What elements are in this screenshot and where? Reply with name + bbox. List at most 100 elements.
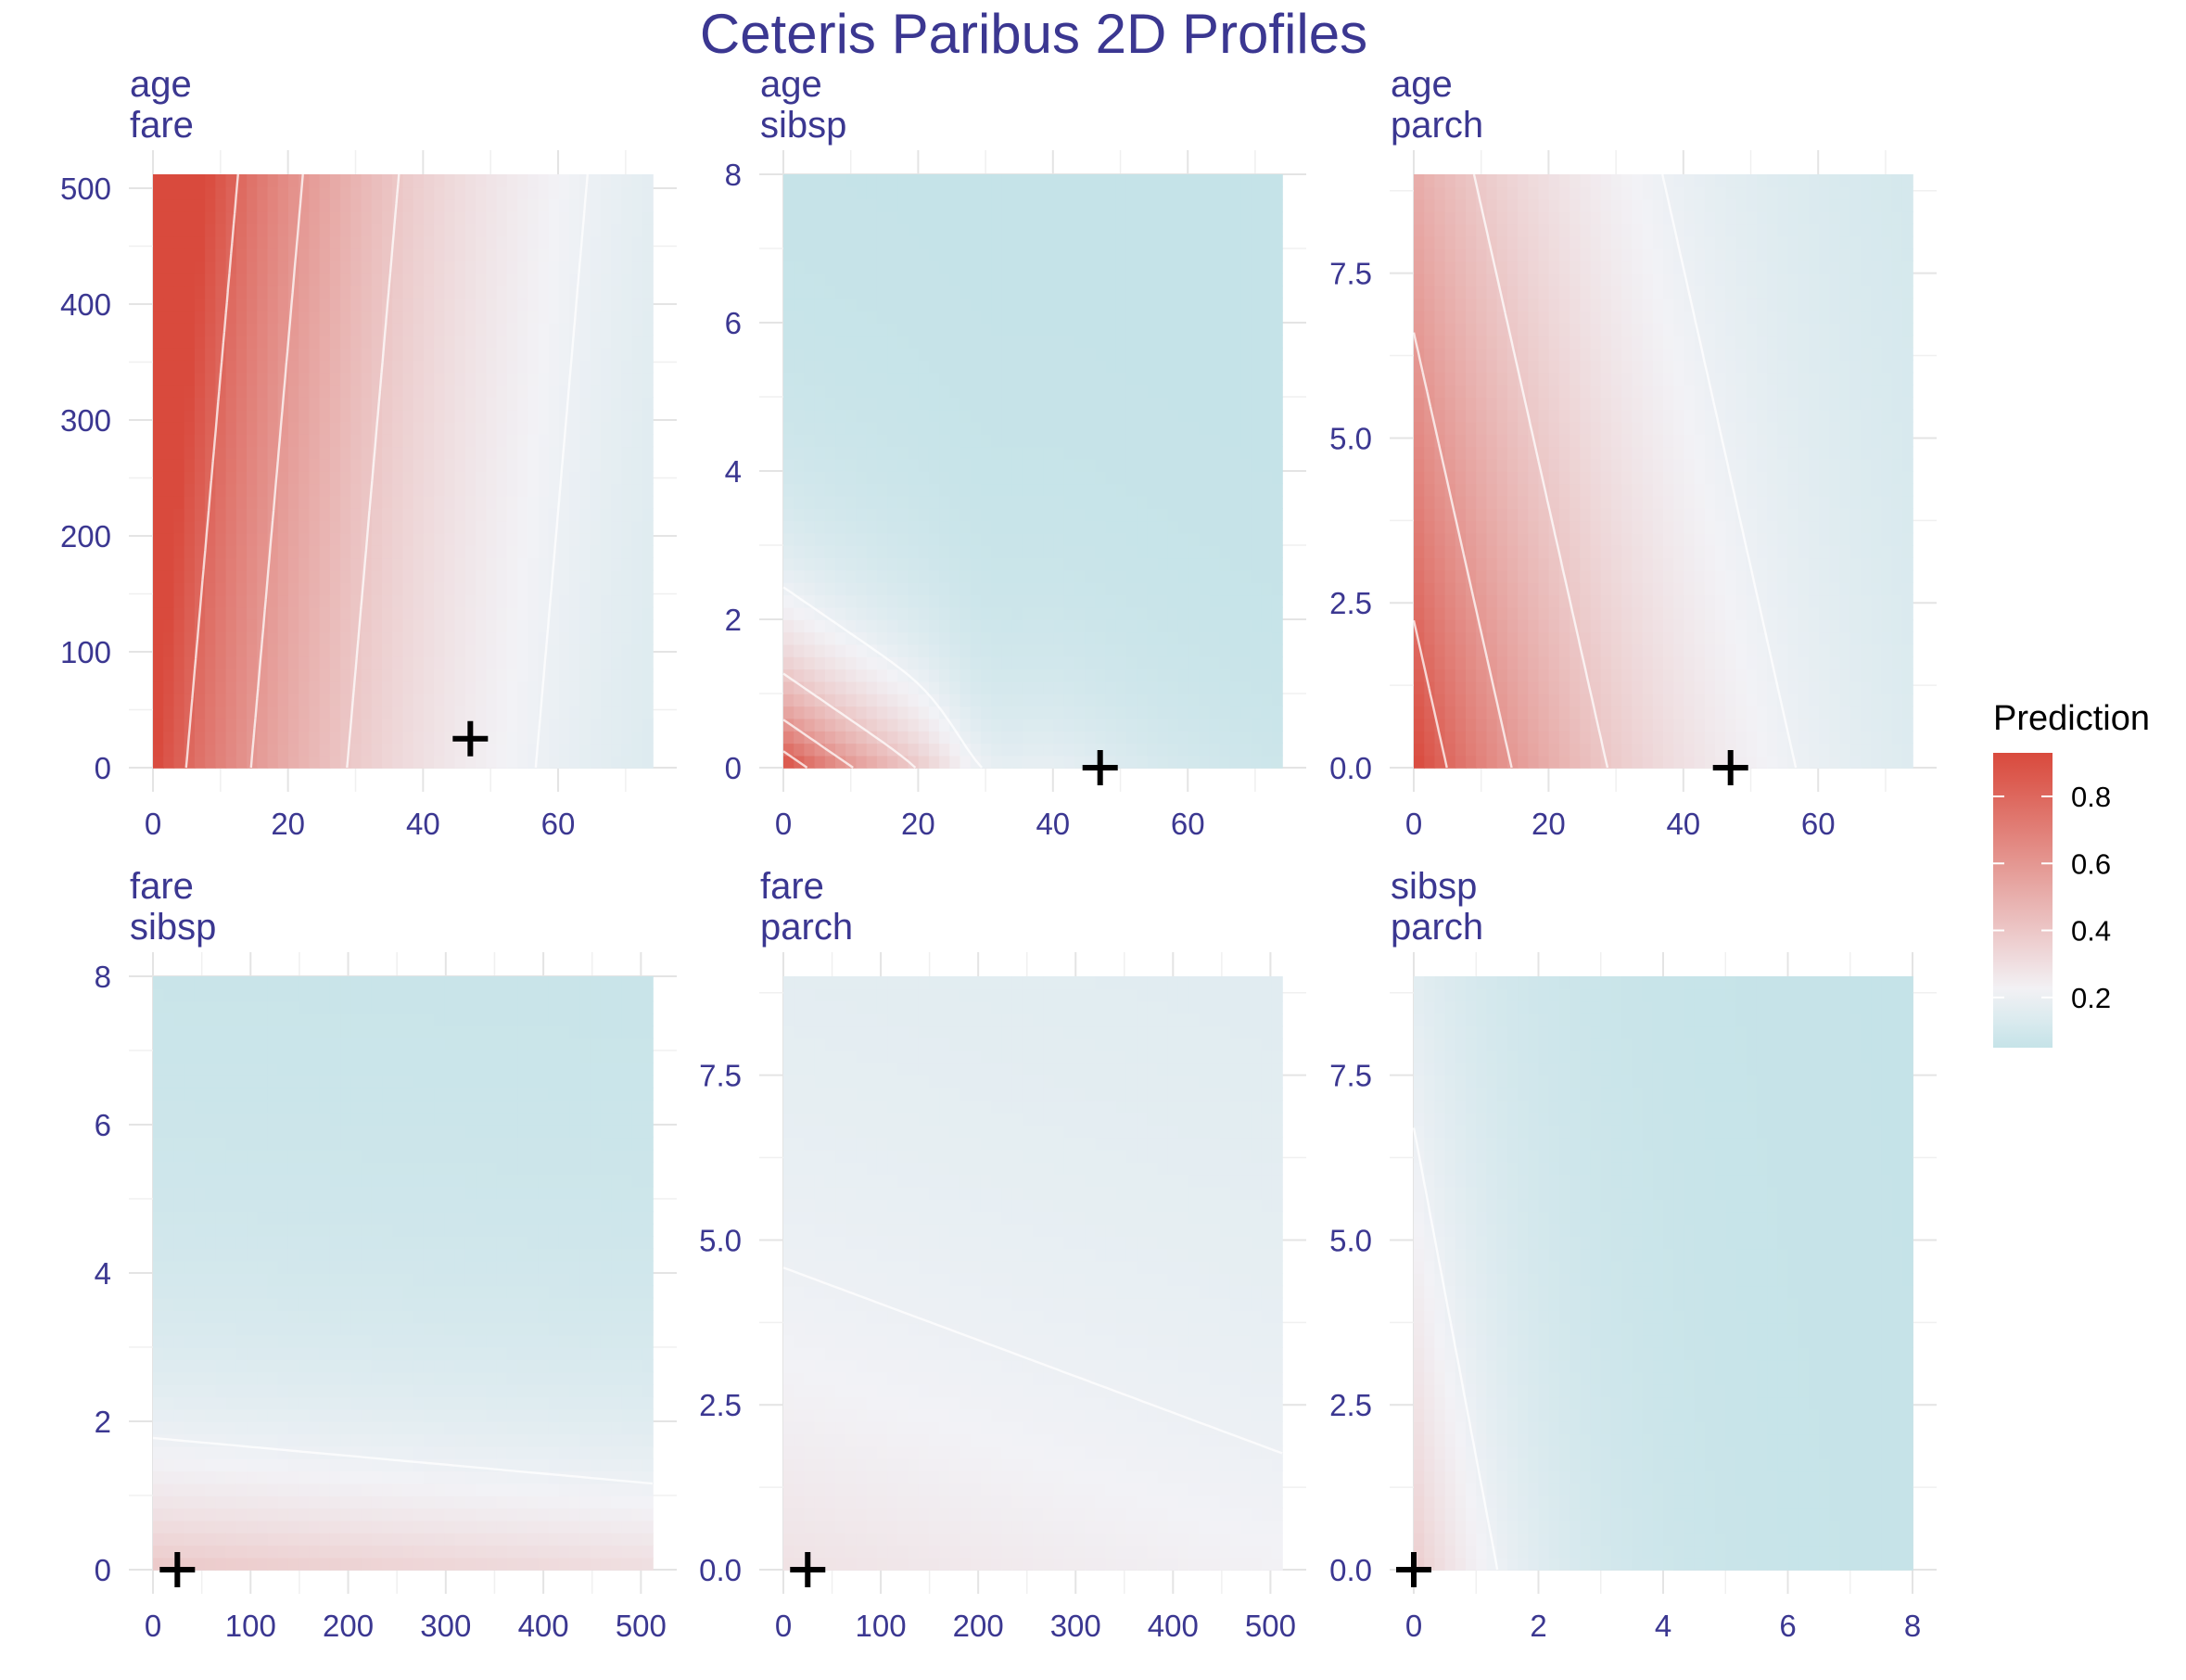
heatmap-cell xyxy=(590,594,602,608)
heatmap-cell xyxy=(845,446,858,460)
heatmap-cell xyxy=(527,248,540,262)
heatmap-cell xyxy=(949,471,961,485)
heatmap-cell xyxy=(814,273,826,286)
heatmap-cell xyxy=(970,186,982,200)
heatmap-cell xyxy=(464,582,477,596)
heatmap-cell xyxy=(1444,211,1456,225)
heatmap-cell xyxy=(184,495,196,509)
heatmap-cell xyxy=(1434,520,1446,534)
heatmap-cell xyxy=(413,619,425,633)
heatmap-cell xyxy=(235,235,248,249)
heatmap-cell xyxy=(225,606,237,620)
heatmap-cell xyxy=(1271,434,1283,448)
heatmap-cell xyxy=(434,286,446,299)
heatmap-cell xyxy=(928,643,940,657)
heatmap-cell xyxy=(918,409,930,423)
heatmap-cell xyxy=(1240,532,1252,546)
heatmap-cell xyxy=(277,569,289,583)
heatmap-cell xyxy=(444,668,456,682)
heatmap-cell xyxy=(1053,198,1065,212)
heatmap-cell xyxy=(184,372,196,386)
heatmap-cell xyxy=(621,508,633,522)
heatmap-cell xyxy=(309,619,321,633)
heatmap-cell xyxy=(205,310,217,324)
heatmap-cell xyxy=(350,211,362,225)
heatmap-cell xyxy=(277,731,289,745)
heatmap-cell xyxy=(1271,606,1283,620)
heatmap-cell xyxy=(1095,643,1107,657)
heatmap-cell xyxy=(835,360,847,374)
heatmap-cell xyxy=(1115,681,1127,694)
heatmap-cell xyxy=(814,372,826,386)
heatmap-cell xyxy=(939,286,951,299)
heatmap-cell xyxy=(1053,298,1065,312)
heatmap-cell xyxy=(194,495,206,509)
heatmap-cell xyxy=(215,273,227,286)
heatmap-cell xyxy=(600,619,612,633)
heatmap-cell xyxy=(434,594,446,608)
heatmap-cell xyxy=(1125,545,1137,559)
heatmap-cell xyxy=(548,458,560,472)
heatmap-cell xyxy=(866,372,878,386)
heatmap-cell xyxy=(1105,545,1117,559)
heatmap-cell xyxy=(1095,248,1107,262)
heatmap-cell xyxy=(918,569,930,583)
heatmap-cell xyxy=(621,668,633,682)
heatmap-cell xyxy=(1001,223,1013,237)
heatmap-cell xyxy=(319,471,331,485)
heatmap-cell xyxy=(876,310,888,324)
heatmap-cell xyxy=(579,545,591,559)
heatmap-cell xyxy=(1167,310,1179,324)
heatmap-cell xyxy=(824,569,836,583)
heatmap-cell xyxy=(814,569,826,583)
heatmap-cell xyxy=(486,619,498,633)
heatmap-cell xyxy=(382,174,394,188)
heatmap-cell xyxy=(1188,471,1201,485)
heatmap-cell xyxy=(918,532,930,546)
heatmap-cell xyxy=(631,569,643,583)
heatmap-cell xyxy=(527,186,540,200)
heatmap-cell xyxy=(319,458,331,472)
heatmap-cell xyxy=(1229,347,1241,361)
heatmap-cell xyxy=(309,198,321,212)
heatmap-cell xyxy=(980,631,992,645)
heatmap-cell xyxy=(205,582,217,596)
heatmap-cell xyxy=(1022,458,1034,472)
heatmap-cell xyxy=(184,384,196,398)
heatmap-cell xyxy=(928,409,940,423)
heatmap-cell xyxy=(382,273,394,286)
heatmap-cell xyxy=(1074,446,1086,460)
heatmap-cell xyxy=(1251,261,1263,274)
heatmap-cell xyxy=(1229,520,1241,534)
heatmap-cell xyxy=(866,495,878,509)
heatmap-cell xyxy=(845,335,858,349)
heatmap-cell xyxy=(856,520,868,534)
heatmap-cell xyxy=(392,656,404,670)
heatmap-cell xyxy=(1115,335,1127,349)
heatmap-cell xyxy=(173,718,185,732)
heatmap-cell xyxy=(205,273,217,286)
heatmap-cell xyxy=(267,372,279,386)
heatmap-cell xyxy=(621,458,633,472)
heatmap-cell xyxy=(1053,643,1065,657)
heatmap-cell xyxy=(454,186,466,200)
heatmap-cell xyxy=(824,631,836,645)
heatmap-cell xyxy=(621,495,633,509)
heatmap-cell xyxy=(1125,335,1137,349)
heatmap-cell xyxy=(454,273,466,286)
heatmap-cell xyxy=(1053,235,1065,249)
heatmap-cell xyxy=(845,409,858,423)
heatmap-cell xyxy=(527,434,540,448)
heatmap-cell xyxy=(1157,557,1169,571)
heatmap-cell xyxy=(476,310,488,324)
heatmap-cell xyxy=(1147,656,1159,670)
heatmap-cell xyxy=(1147,261,1159,274)
heatmap-cell xyxy=(600,223,612,237)
heatmap-cell xyxy=(235,706,248,719)
heatmap-cell xyxy=(1074,606,1086,620)
heatmap-cell xyxy=(1137,545,1149,559)
heatmap-cell xyxy=(611,397,623,411)
heatmap-cell xyxy=(392,520,404,534)
heatmap-cell xyxy=(299,569,311,583)
heatmap-cell xyxy=(319,582,331,596)
